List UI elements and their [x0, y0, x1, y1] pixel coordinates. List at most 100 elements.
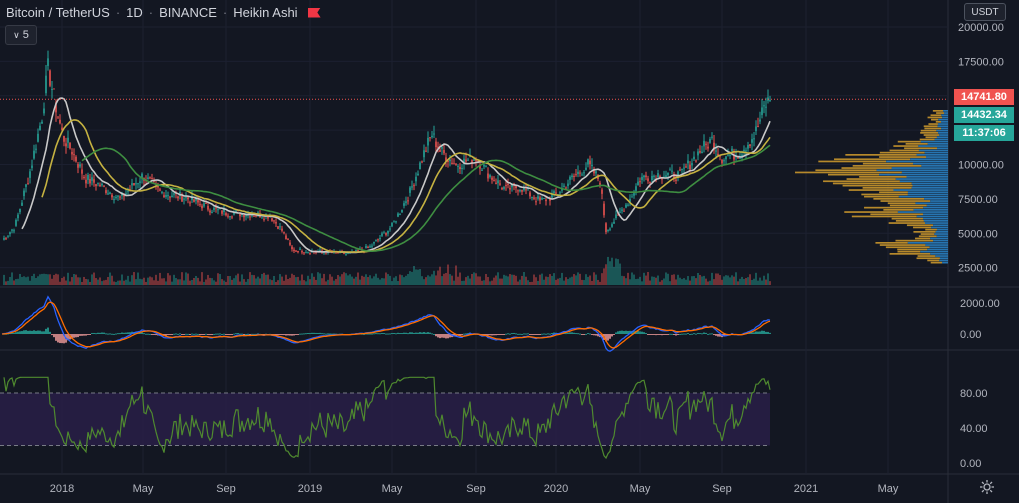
candle-body	[95, 184, 97, 187]
candle-body	[625, 204, 627, 208]
volume-bar	[341, 274, 343, 285]
volume-profile-bar	[795, 171, 902, 174]
symbol-name[interactable]: Bitcoin / TetherUS	[6, 5, 110, 20]
candle-body	[467, 159, 469, 161]
candle-body	[237, 210, 239, 212]
volume-bar	[185, 272, 187, 285]
volume-bar	[505, 275, 507, 285]
candle-body	[255, 215, 257, 217]
candle-body	[49, 70, 51, 86]
candle-body	[613, 221, 615, 224]
macd-histogram-bar	[593, 334, 595, 336]
volume-bar	[619, 263, 621, 285]
candle-body	[715, 150, 717, 152]
interval-label[interactable]: 1D	[126, 5, 143, 20]
macd-histogram-bar	[367, 333, 369, 335]
volume-bar	[47, 274, 49, 285]
macd-histogram-bar	[709, 333, 711, 335]
volume-profile-bar	[935, 231, 948, 233]
volume-bar	[627, 272, 629, 285]
candle-body	[471, 159, 473, 165]
volume-profile-bar	[924, 198, 948, 200]
macd-histogram-bar	[39, 330, 41, 334]
candle-body	[243, 215, 245, 218]
macd-histogram-bar	[421, 332, 423, 334]
volume-profile-bar	[897, 140, 921, 143]
volume-bar	[435, 275, 437, 285]
volume-bar	[557, 278, 559, 285]
macd-histogram-bar	[673, 334, 675, 335]
candle-body	[519, 189, 521, 192]
volume-profile-bar	[931, 118, 939, 121]
volume-profile-bar	[924, 127, 942, 130]
countdown-badge: 11:37:06	[954, 125, 1014, 141]
candle-body	[753, 138, 755, 140]
volume-bar	[87, 279, 89, 285]
macd-histogram-bar	[375, 333, 377, 335]
volume-bar	[265, 274, 267, 285]
macd-histogram-bar	[251, 333, 253, 335]
volume-bar	[701, 276, 703, 285]
candle-body	[147, 177, 149, 180]
macd-histogram-bar	[485, 334, 487, 335]
currency-button[interactable]: USDT	[964, 3, 1006, 21]
indicators-toggle-button[interactable]: ∨ 5	[5, 25, 37, 45]
macd-histogram-bar	[711, 333, 713, 335]
volume-bar	[291, 273, 293, 285]
rsi-tick-label: 0.00	[960, 458, 981, 470]
volume-bar	[547, 276, 549, 285]
volume-profile-bar	[891, 167, 948, 169]
volume-bar	[451, 275, 453, 285]
volume-profile-bar	[940, 121, 948, 123]
candle-body	[453, 163, 455, 165]
candle-body	[733, 154, 735, 160]
volume-bar	[669, 281, 671, 285]
candle-body	[423, 150, 425, 158]
macd-histogram-bar	[225, 334, 227, 335]
macd-histogram-bar	[755, 331, 757, 334]
volume-bar	[59, 281, 61, 285]
volume-bar	[337, 274, 339, 285]
candle-body	[523, 187, 525, 191]
volume-bar	[739, 278, 741, 285]
macd-histogram-bar	[325, 333, 327, 335]
volume-profile-bar	[828, 173, 880, 176]
macd-histogram-bar	[627, 331, 629, 334]
candle-body	[3, 238, 5, 240]
candle-body	[171, 195, 173, 198]
candle-body	[391, 223, 393, 227]
volume-bar	[279, 274, 281, 285]
volume-bar	[649, 280, 651, 285]
volume-profile-bar	[913, 226, 932, 229]
volume-bar	[645, 275, 647, 285]
macd-histogram-bar	[387, 333, 389, 335]
price-tick-label: 2500.00	[958, 263, 998, 275]
candle-body	[75, 156, 77, 162]
candle-body	[89, 179, 91, 184]
volume-profile-bar	[938, 132, 948, 134]
candle-body	[529, 192, 531, 197]
volume-bar	[151, 277, 153, 285]
macd-histogram-bar	[443, 334, 445, 338]
macd-histogram-bar	[381, 332, 383, 334]
chart-style-label[interactable]: Heikin Ashi	[233, 5, 298, 20]
volume-bar	[357, 272, 359, 285]
macd-histogram-bar	[237, 332, 239, 334]
candle-body	[631, 196, 633, 198]
macd-histogram-bar	[129, 332, 131, 334]
candle-body	[15, 220, 17, 226]
volume-bar	[523, 272, 525, 285]
volume-bar	[149, 276, 151, 285]
flag-icon[interactable]	[307, 7, 321, 18]
volume-bar	[141, 279, 143, 285]
volume-bar	[177, 279, 179, 285]
volume-bar	[91, 274, 93, 285]
gear-icon[interactable]	[978, 478, 996, 496]
volume-bar	[119, 280, 121, 285]
candle-body	[185, 197, 187, 199]
volume-bar	[375, 273, 377, 285]
macd-histogram-bar	[209, 334, 211, 335]
macd-histogram-bar	[77, 334, 79, 338]
macd-histogram-bar	[767, 331, 769, 334]
